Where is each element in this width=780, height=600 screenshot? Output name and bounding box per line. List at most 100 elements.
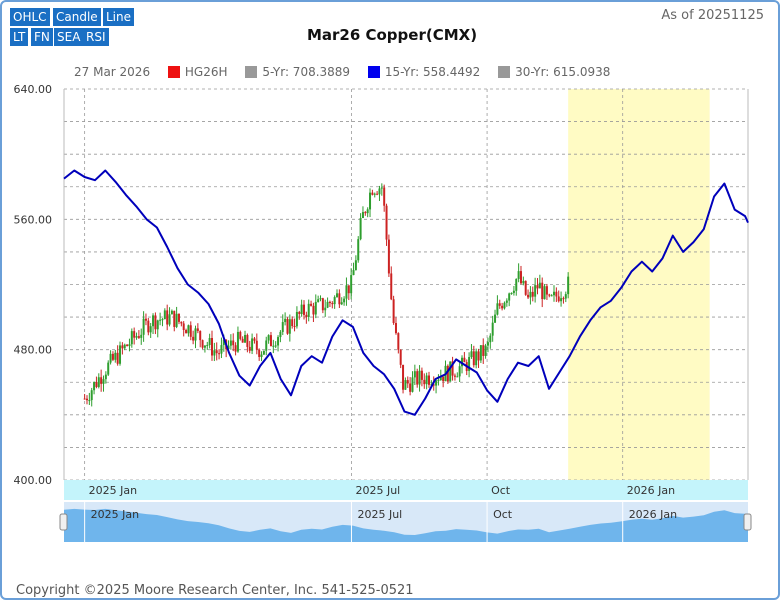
price-bar-body	[373, 193, 376, 195]
price-bar-body	[531, 291, 534, 297]
price-bar-body	[88, 400, 91, 402]
legend-item-hg26h[interactable]: HG26H	[167, 65, 228, 79]
price-bar-body	[241, 338, 244, 343]
price-bar-body	[522, 280, 525, 284]
price-bar-body	[123, 344, 126, 349]
price-bar-body	[137, 336, 140, 338]
price-bar-body	[378, 188, 381, 195]
price-bar-body	[182, 323, 185, 330]
line-button[interactable]: Line	[103, 8, 135, 26]
price-bar-body	[295, 311, 298, 327]
price-bar-body	[392, 299, 395, 324]
price-bar-body	[267, 335, 270, 341]
price-bar-body	[222, 339, 225, 346]
legend-label: 15-Yr: 558.4492	[384, 65, 481, 79]
price-bar-body	[564, 294, 567, 299]
price-bar-body	[161, 319, 164, 321]
price-bar-body	[437, 380, 440, 382]
legend-date: 27 Mar 2026	[74, 65, 151, 79]
price-bar-body	[458, 366, 461, 377]
lt-button[interactable]: LT	[10, 28, 29, 46]
price-bar-body	[239, 331, 242, 339]
candle-button[interactable]: Candle	[53, 8, 101, 26]
price-bar-body	[260, 354, 263, 357]
price-bar-body	[173, 310, 176, 327]
price-bar-body	[545, 286, 548, 295]
navigator-left-handle[interactable]	[59, 513, 68, 531]
price-bar-body	[336, 293, 339, 298]
price-bar-body	[128, 344, 131, 347]
ohlc-button[interactable]: OHLC	[10, 8, 50, 26]
navigator-right-handle[interactable]	[743, 513, 752, 531]
price-bar-body	[152, 315, 155, 327]
price-bar-body	[555, 291, 558, 297]
price-bar-body	[354, 260, 357, 271]
price-bar-body	[310, 303, 313, 306]
price-bar-body	[180, 321, 183, 324]
price-bar-body	[512, 290, 515, 293]
price-bar-body	[494, 314, 497, 323]
y-tick-label: 560.00	[14, 213, 53, 226]
price-bar-body	[432, 384, 435, 386]
price-bar-body	[130, 331, 133, 345]
y-axis: 400.00 480.00 560.00 640.00	[14, 83, 749, 487]
fn-button[interactable]: FN	[31, 28, 53, 46]
price-bar-body	[456, 376, 459, 378]
navigator[interactable]: 2025 Jan 2025 Jul Oct 2026 Jan	[59, 502, 752, 542]
copyright-text: Copyright ©2025 Moore Research Center, I…	[16, 583, 414, 598]
price-bar-body	[501, 305, 504, 309]
price-bar-body	[312, 305, 315, 315]
price-bar-body	[496, 303, 499, 315]
x-tick-label: 2025 Jan	[89, 484, 137, 497]
price-bar-body	[402, 364, 405, 390]
price-bar-body	[416, 371, 419, 385]
price-bar-body	[324, 307, 327, 311]
price-bar-body	[489, 335, 492, 343]
price-bar-body	[461, 357, 464, 367]
price-bar-body	[439, 376, 442, 381]
rsi-button[interactable]: RSI	[83, 28, 109, 46]
price-bar-body	[85, 398, 88, 401]
price-bar-body	[272, 345, 275, 347]
price-bar-body	[156, 320, 159, 330]
price-bar-body	[380, 187, 383, 189]
price-bar-body	[227, 345, 230, 350]
price-bar-body	[203, 345, 206, 348]
price-bar-body	[331, 303, 334, 305]
price-bar-body	[510, 292, 513, 294]
navigator-labels: 2025 Jan 2025 Jul Oct 2026 Jan	[84, 502, 677, 542]
sea-button[interactable]: SEA	[54, 28, 84, 46]
price-bar-body	[475, 351, 478, 366]
price-bar-body	[97, 377, 100, 387]
price-bar-body	[274, 345, 277, 347]
legend-swatch	[167, 66, 180, 78]
price-bar-body	[553, 291, 556, 296]
price-bar-body	[269, 335, 272, 347]
price-bar-body	[557, 296, 560, 302]
legend-item-15yr[interactable]: 15-Yr: 558.4492	[367, 65, 481, 79]
price-bar-body	[364, 212, 367, 214]
price-bar-body	[345, 285, 348, 299]
price-bar-body	[347, 285, 350, 294]
price-bar-body	[314, 301, 317, 315]
legend-item-30yr[interactable]: 30-Yr: 615.0938	[498, 65, 610, 79]
price-bar-body	[435, 380, 438, 386]
price-bars	[83, 183, 570, 407]
price-bar-body	[376, 193, 379, 195]
price-bar-body	[385, 205, 388, 240]
chart-title: Mar26 Copper(CMX)	[306, 26, 478, 44]
y-tick-label: 400.00	[14, 474, 53, 487]
legend-label: HG26H	[184, 65, 228, 79]
price-chart: 400.00 480.00 560.00 640.00 2025 Jan 2025 Ju…	[14, 83, 752, 542]
legend-label: 30-Yr: 615.0938	[515, 65, 611, 79]
price-bar-body	[326, 301, 329, 308]
price-bar-body	[159, 319, 162, 321]
price-bar-body	[361, 212, 364, 219]
price-bar-body	[248, 346, 251, 351]
price-bar-body	[491, 322, 494, 336]
price-bar-body	[232, 340, 235, 346]
price-bar-body	[140, 334, 143, 338]
price-bar-body	[543, 286, 546, 300]
price-bar-body	[253, 338, 256, 341]
legend-item-5yr[interactable]: 5-Yr: 708.3889	[245, 65, 350, 79]
